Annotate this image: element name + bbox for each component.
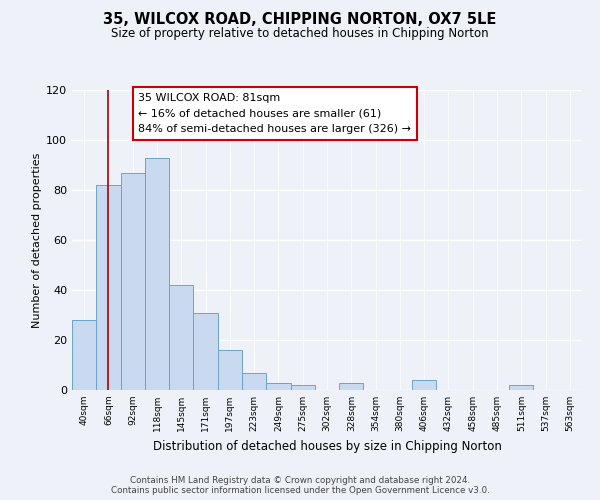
- Bar: [72, 320, 96, 390]
- Bar: [145, 158, 169, 390]
- Text: Size of property relative to detached houses in Chipping Norton: Size of property relative to detached ho…: [111, 28, 489, 40]
- Bar: [266, 382, 290, 390]
- Bar: [193, 312, 218, 390]
- Bar: [412, 380, 436, 390]
- Bar: [339, 382, 364, 390]
- Text: 35 WILCOX ROAD: 81sqm
← 16% of detached houses are smaller (61)
84% of semi-deta: 35 WILCOX ROAD: 81sqm ← 16% of detached …: [139, 93, 412, 134]
- Bar: [218, 350, 242, 390]
- Bar: [509, 385, 533, 390]
- Bar: [96, 185, 121, 390]
- Bar: [121, 172, 145, 390]
- Y-axis label: Number of detached properties: Number of detached properties: [32, 152, 42, 328]
- Text: Contains HM Land Registry data © Crown copyright and database right 2024.: Contains HM Land Registry data © Crown c…: [130, 476, 470, 485]
- Text: 35, WILCOX ROAD, CHIPPING NORTON, OX7 5LE: 35, WILCOX ROAD, CHIPPING NORTON, OX7 5L…: [103, 12, 497, 28]
- X-axis label: Distribution of detached houses by size in Chipping Norton: Distribution of detached houses by size …: [152, 440, 502, 452]
- Text: Contains public sector information licensed under the Open Government Licence v3: Contains public sector information licen…: [110, 486, 490, 495]
- Bar: [290, 385, 315, 390]
- Bar: [169, 285, 193, 390]
- Bar: [242, 372, 266, 390]
